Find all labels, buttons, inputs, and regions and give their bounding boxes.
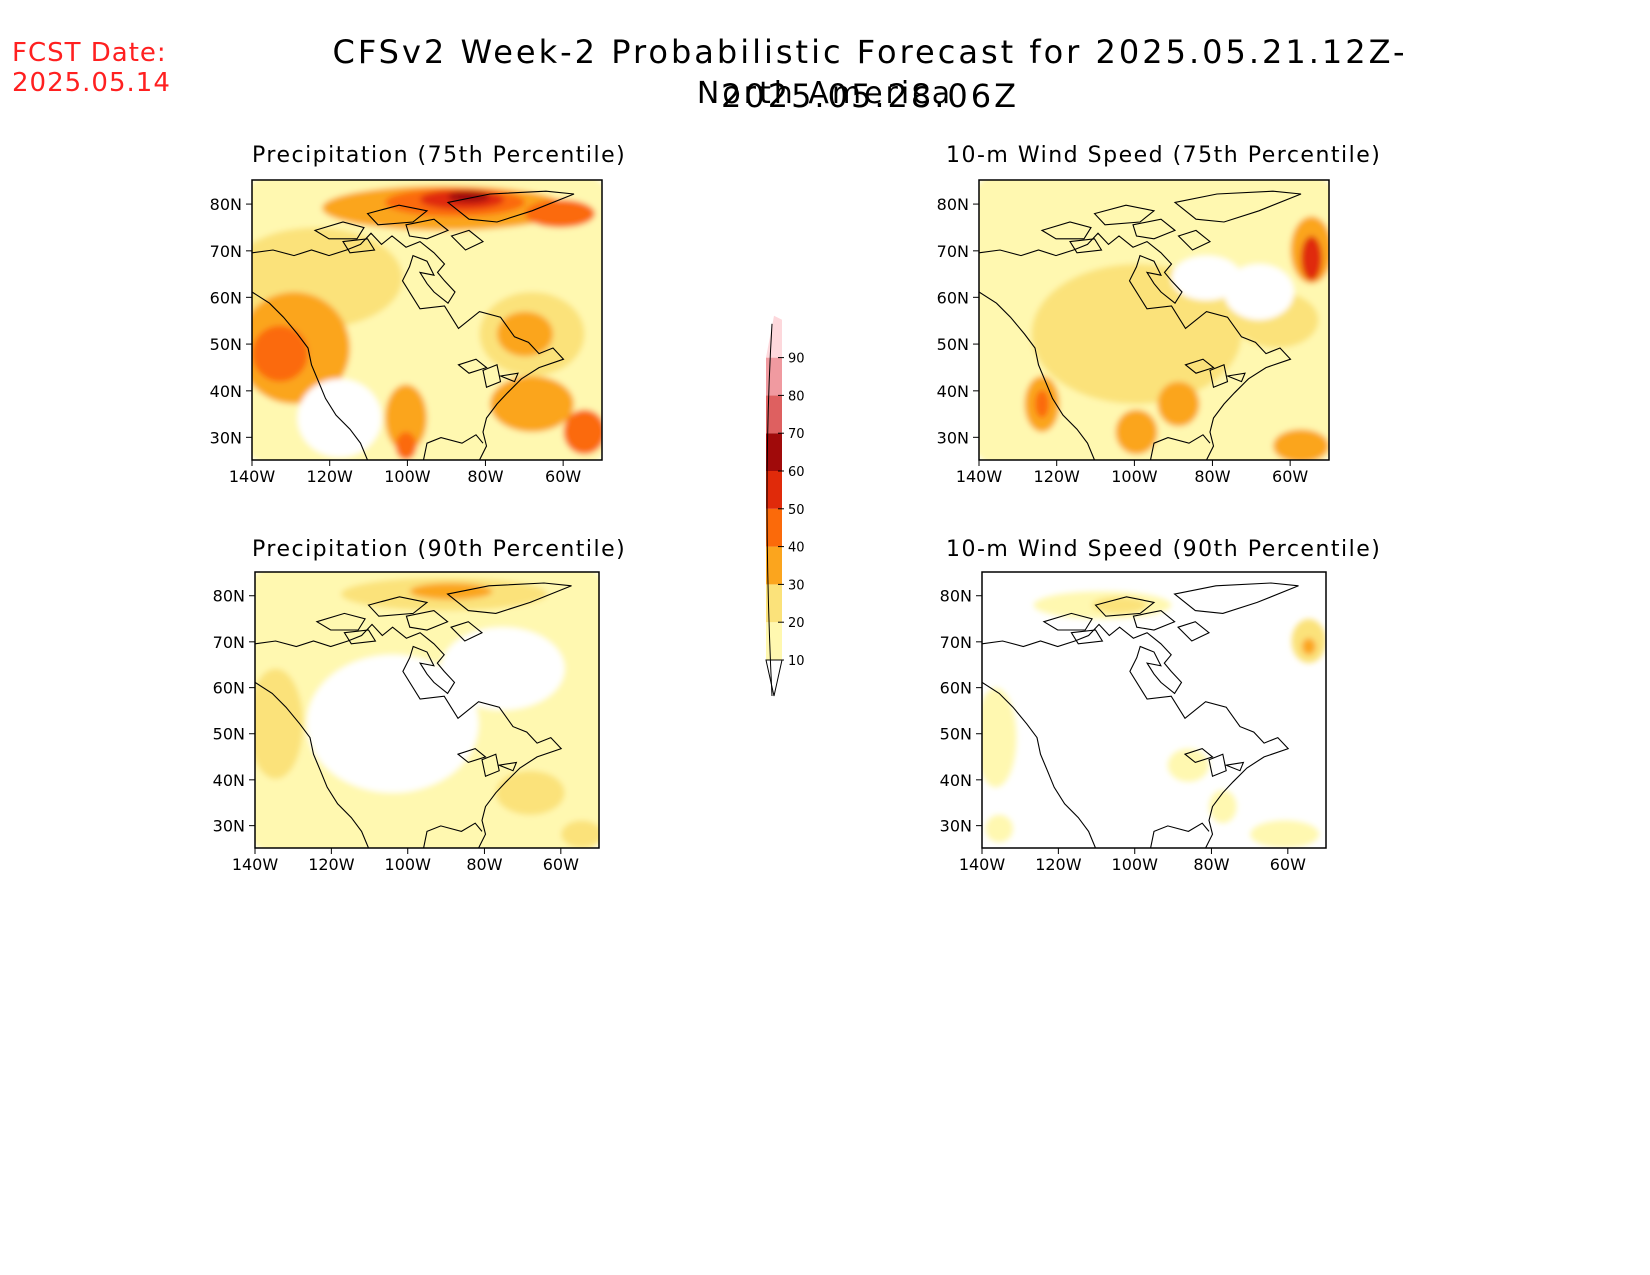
lon-tick-label: 60W	[545, 467, 581, 486]
colorbar-label: 60	[788, 465, 805, 480]
lon-tick-label: 60W	[1270, 855, 1306, 874]
fcst-date-block: FCST Date: 2025.05.14	[12, 38, 171, 98]
lon-tick-label: 140W	[956, 467, 1003, 486]
colorbar-bottom-triangle	[765, 659, 783, 697]
lon-tick-label: 120W	[307, 467, 354, 486]
colorbar-cell	[766, 395, 782, 434]
lat-tick-label: 60N	[937, 288, 969, 307]
lon-tick-label: 60W	[543, 855, 579, 874]
lat-tick-label: 80N	[213, 587, 245, 606]
lat-tick-label: 30N	[940, 817, 972, 836]
lat-tick-label: 40N	[937, 382, 969, 401]
lat-tick-label: 60N	[940, 679, 972, 698]
colorbar-outline	[766, 323, 773, 697]
lat-tick-label: 80N	[940, 587, 972, 606]
probability-shading	[252, 180, 602, 460]
map-frame	[254, 571, 600, 849]
lat-tick-label: 70N	[210, 242, 242, 261]
panel-title-wind-90: 10-m Wind Speed (90th Percentile)	[946, 537, 1382, 562]
lon-tick-label: 80W	[1194, 467, 1230, 486]
colorbar-cell	[766, 471, 782, 509]
colorbar-label: 90	[788, 352, 805, 367]
lon-tick-label: 120W	[1034, 467, 1081, 486]
main-title: CFSv2 Week-2 Probabilistic Forecast for …	[332, 33, 1408, 115]
colorbar-label: 80	[788, 389, 805, 404]
lat-tick-label: 70N	[937, 242, 969, 261]
coastline	[982, 582, 1299, 848]
panel-title-precip-75: Precipitation (75th Percentile)	[252, 143, 627, 168]
probability-shading	[255, 572, 599, 848]
colorbar-label: 50	[788, 503, 805, 518]
coastline	[255, 582, 572, 848]
colorbar-cell	[766, 508, 782, 547]
lon-tick-label: 60W	[1272, 467, 1308, 486]
map-panel-p75: 80N 70N 60N 50N 40N 30N 140W 120W 100W 80W 60W	[210, 179, 603, 486]
fcst-date-value: 2025.05.14	[12, 68, 171, 98]
probability-shading	[979, 180, 1329, 460]
colorbar: 10 20 30 40 50 60 70 80 90	[765, 315, 805, 697]
probability-shading	[982, 572, 1326, 848]
colorbar-cell	[766, 433, 782, 471]
colorbar-label: 30	[788, 578, 805, 593]
map-panel-w90: 80N 70N 60N 50N 40N 30N 140W 120W 100W 80W 60W	[940, 571, 1327, 874]
lon-tick-label: 100W	[1111, 467, 1158, 486]
lat-tick-label: 60N	[213, 679, 245, 698]
lon-tick-label: 80W	[467, 467, 503, 486]
lat-tick-label: 30N	[937, 428, 969, 447]
lat-tick-label: 30N	[210, 428, 242, 447]
colorbar-cell	[766, 622, 782, 660]
panel-title-precip-90: Precipitation (90th Percentile)	[252, 537, 627, 562]
colorbar-label: 10	[788, 654, 805, 669]
lat-tick-label: 40N	[213, 771, 245, 790]
region-subtitle: North America	[696, 76, 954, 111]
lon-tick-label: 100W	[384, 467, 431, 486]
lat-tick-label: 50N	[210, 335, 242, 354]
lon-tick-label: 120W	[1035, 855, 1082, 874]
map-panel-p90: 80N 70N 60N 50N 40N 30N 140W 120W 100W 80W 60W	[213, 571, 600, 874]
lat-tick-label: 70N	[213, 633, 245, 652]
colorbar-label: 70	[788, 427, 805, 442]
coastline	[252, 190, 575, 460]
colorbar-cell	[766, 584, 782, 623]
lon-tick-label: 140W	[232, 855, 279, 874]
lat-tick-label: 50N	[213, 725, 245, 744]
map-frame	[981, 571, 1327, 849]
lat-tick-label: 50N	[937, 335, 969, 354]
lat-tick-label: 40N	[210, 382, 242, 401]
colorbar-cell	[766, 315, 782, 358]
colorbar-cell	[766, 546, 782, 585]
panel-title-wind-75: 10-m Wind Speed (75th Percentile)	[946, 143, 1382, 168]
coastline	[979, 190, 1302, 460]
lat-tick-label: 40N	[940, 771, 972, 790]
lon-tick-label: 80W	[1193, 855, 1229, 874]
fcst-date-label: FCST Date:	[12, 38, 167, 68]
lat-tick-label: 50N	[940, 725, 972, 744]
lon-tick-label: 140W	[229, 467, 276, 486]
lon-tick-label: 100W	[1112, 855, 1159, 874]
map-frame	[978, 179, 1330, 461]
colorbar-label: 40	[788, 541, 805, 556]
lat-tick-label: 60N	[210, 288, 242, 307]
map-frame	[251, 179, 603, 461]
map-panel-w75: 80N 70N 60N 50N 40N 30N 140W 120W 100W 80W 60W	[937, 179, 1330, 486]
colorbar-label: 20	[788, 616, 805, 631]
lon-tick-label: 100W	[385, 855, 432, 874]
lat-tick-label: 30N	[213, 817, 245, 836]
lon-tick-label: 80W	[466, 855, 502, 874]
lon-tick-label: 120W	[308, 855, 355, 874]
lon-tick-label: 140W	[959, 855, 1006, 874]
lat-tick-label: 80N	[210, 195, 242, 214]
lat-tick-label: 80N	[937, 195, 969, 214]
lat-tick-label: 70N	[940, 633, 972, 652]
